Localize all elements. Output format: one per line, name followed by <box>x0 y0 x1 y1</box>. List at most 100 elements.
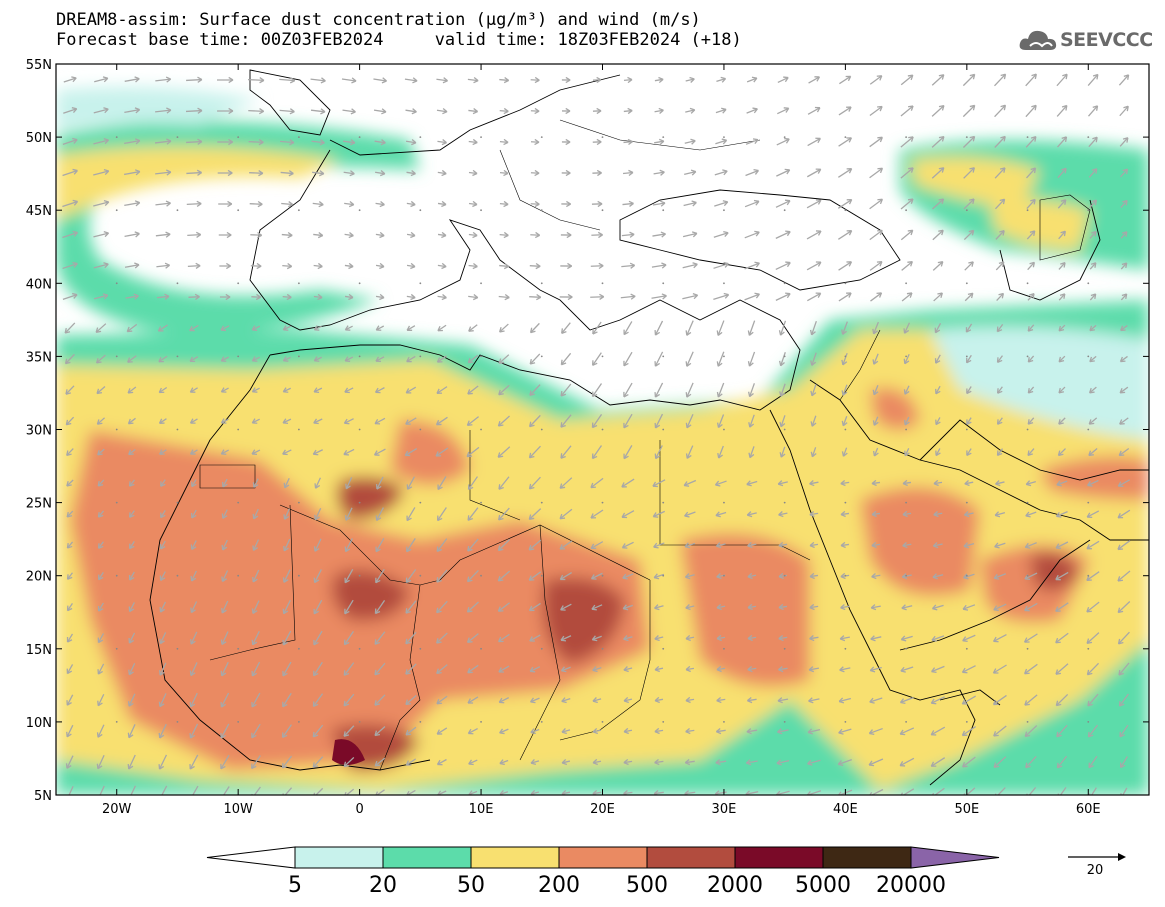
wind-arrow <box>157 324 168 332</box>
wind-arrow <box>1120 262 1128 270</box>
wind-arrow <box>808 666 820 673</box>
wind-arrow <box>962 756 976 768</box>
wind-arrow <box>561 758 571 766</box>
grid-dot <box>905 721 908 723</box>
grid-dot <box>844 721 847 723</box>
wind-arrow <box>97 510 105 518</box>
wind-arrow <box>746 76 758 83</box>
wind-arrow <box>808 76 820 84</box>
grid-dot <box>601 209 604 212</box>
wind-arrow <box>559 477 573 489</box>
wind-arrow <box>1027 261 1035 271</box>
grid-dot <box>783 647 786 650</box>
wind-arrow <box>248 77 265 84</box>
wind-arrow <box>1120 199 1128 208</box>
grid-dot <box>905 574 908 577</box>
wind-arrow <box>128 479 135 487</box>
wind-arrow <box>621 262 636 269</box>
wind-arrow <box>128 571 135 581</box>
grid-dot <box>905 501 908 504</box>
grid-dot <box>540 647 543 650</box>
wind-arrow <box>252 569 260 583</box>
wind-arrow <box>841 352 848 366</box>
wind-arrow <box>623 666 633 673</box>
wind-arrow <box>404 77 418 84</box>
wind-arrow <box>839 666 851 673</box>
wind-arrow <box>592 666 602 673</box>
wind-arrow <box>654 413 664 429</box>
wind-arrow <box>716 382 725 398</box>
wind-arrow <box>528 539 542 551</box>
wind-arrow <box>190 631 198 645</box>
wind-arrow <box>1058 417 1066 425</box>
wind-arrow <box>748 446 755 459</box>
wind-arrow <box>560 635 572 642</box>
wind-arrow <box>623 727 633 735</box>
grid-dot <box>1026 501 1029 504</box>
wind-arrow <box>155 76 172 83</box>
wind-arrow <box>528 508 542 521</box>
wind-arrow <box>375 325 385 331</box>
wind-arrow <box>684 759 695 766</box>
wind-arrow <box>375 170 386 177</box>
wind-arrow <box>591 445 603 460</box>
wind-arrow <box>282 293 292 301</box>
wind-arrow <box>966 354 972 364</box>
wind-arrow <box>806 199 822 209</box>
grid-dot <box>905 136 908 139</box>
wind-arrow <box>1086 601 1100 613</box>
wind-arrow <box>930 726 946 736</box>
wind-arrow <box>280 170 294 177</box>
wind-arrow <box>654 351 664 367</box>
wind-arrow <box>282 325 291 331</box>
wind-arrow <box>374 757 386 767</box>
wind-arrow <box>903 322 911 334</box>
wind-arrow <box>1056 755 1068 769</box>
wind-arrow <box>654 696 664 704</box>
wind-arrow <box>313 599 323 615</box>
wind-arrow <box>810 415 817 427</box>
grid-dot <box>358 282 361 285</box>
wind-arrow <box>744 292 760 301</box>
wind-arrow <box>1024 694 1038 706</box>
wind-arrow <box>282 692 292 708</box>
grid-dot <box>297 647 300 650</box>
wind-arrow <box>313 418 323 425</box>
wind-arrow <box>871 510 881 518</box>
wind-arrow <box>715 107 727 114</box>
wind-arrow <box>128 632 136 644</box>
wind-arrow <box>155 169 172 176</box>
wind-arrow <box>592 76 602 84</box>
wind-arrow <box>935 417 941 426</box>
wind-arrow <box>437 262 447 270</box>
wind-arrow <box>251 387 260 393</box>
wind-arrow <box>930 757 946 767</box>
wind-arrow <box>1089 199 1098 209</box>
grid-dot <box>662 136 665 139</box>
wind-arrow <box>592 352 602 366</box>
wind-arrow <box>252 508 259 520</box>
wind-arrow <box>744 230 760 239</box>
wind-arrow <box>343 756 355 768</box>
wind-arrow <box>684 169 697 176</box>
grid-dot <box>1026 209 1029 212</box>
wind-arrow <box>932 542 943 549</box>
grid-dot <box>358 574 361 577</box>
grid-dot <box>723 355 725 358</box>
wind-arrow <box>406 507 416 522</box>
grid-dot <box>297 574 300 577</box>
colorbar-box <box>294 846 384 869</box>
wind-arrow <box>934 323 942 334</box>
wind-arrow <box>436 386 448 395</box>
wind-arrow <box>653 542 665 549</box>
wind-arrow <box>841 447 848 457</box>
grid-dot <box>480 721 482 723</box>
lon-label: 10W <box>223 802 253 817</box>
wind-arrow <box>189 754 199 770</box>
logo-text: SEEVCCC <box>1060 29 1153 51</box>
wind-arrow <box>966 386 972 395</box>
wind-arrow <box>1089 230 1097 239</box>
wind-arrow <box>436 695 448 705</box>
wind-arrow <box>374 139 386 146</box>
wind-arrow <box>62 230 79 239</box>
